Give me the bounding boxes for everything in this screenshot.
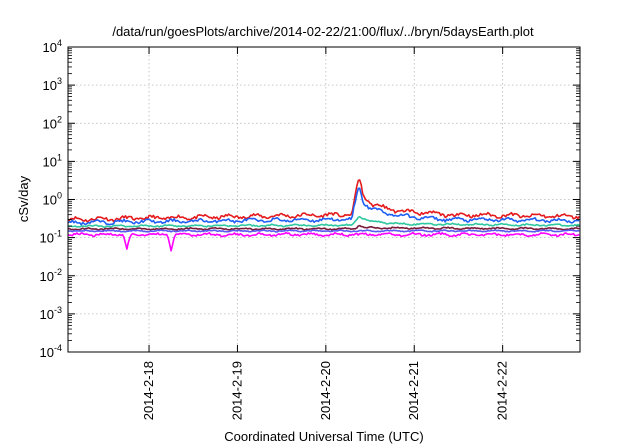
grid xyxy=(68,47,580,352)
series-line xyxy=(67,179,580,223)
y-tick-label: 103 xyxy=(43,76,62,93)
ticks xyxy=(68,46,580,353)
x-tick-labels: 2014-2-18 2014-2-19 2014-2-20 2014-2-21 2014… xyxy=(141,361,510,420)
y-tick-exponent: 2 xyxy=(57,114,62,124)
y-tick-base: 10 xyxy=(40,269,54,284)
y-tick-base: 10 xyxy=(40,307,54,322)
y-tick-label: 10-4 xyxy=(40,343,62,360)
x-axis-label: Coordinated Universal Time (UTC) xyxy=(224,429,423,444)
y-tick-base: 10 xyxy=(40,231,54,246)
x-tick-label: 2014-2-22 xyxy=(495,361,510,420)
series-line xyxy=(67,187,580,226)
x-tick-label: 2014-2-19 xyxy=(229,361,244,420)
x-tick-label: 2014-2-21 xyxy=(406,361,421,420)
chart-title: /data/run/goesPlots/archive/2014-02-22/2… xyxy=(112,24,534,39)
y-tick-exponent: -1 xyxy=(54,229,62,239)
y-tick-exponent: -3 xyxy=(54,305,62,315)
y-tick-base: 10 xyxy=(43,154,57,169)
series-line xyxy=(67,224,580,231)
y-tick-label: 101 xyxy=(43,152,62,169)
x-tick-label: 2014-2-20 xyxy=(318,361,333,420)
y-tick-base: 10 xyxy=(43,40,57,55)
series-line xyxy=(67,231,580,252)
y-tick-label: 10-3 xyxy=(40,305,62,322)
y-tick-label: 100 xyxy=(43,191,62,208)
x-tick-label: 2014-2-18 xyxy=(141,361,156,420)
series-line xyxy=(67,215,580,229)
y-tick-base: 10 xyxy=(40,345,54,360)
series-group xyxy=(67,179,580,252)
series-line xyxy=(67,229,580,233)
y-tick-label: 104 xyxy=(43,38,62,55)
y-tick-exponent: 3 xyxy=(57,76,62,86)
y-tick-label: 102 xyxy=(43,114,62,131)
y-tick-exponent: 1 xyxy=(57,152,62,162)
y-tick-exponent: 0 xyxy=(57,191,62,201)
y-tick-exponent: -4 xyxy=(54,343,62,353)
y-tick-label: 10-2 xyxy=(40,267,62,284)
y-tick-exponent: -2 xyxy=(54,267,62,277)
y-tick-base: 10 xyxy=(43,78,57,93)
y-tick-exponent: 4 xyxy=(57,38,62,48)
y-tick-base: 10 xyxy=(43,193,57,208)
y-tick-base: 10 xyxy=(43,116,57,131)
y-tick-label: 10-1 xyxy=(40,229,62,246)
y-axis-label: cSv/day xyxy=(16,175,31,222)
